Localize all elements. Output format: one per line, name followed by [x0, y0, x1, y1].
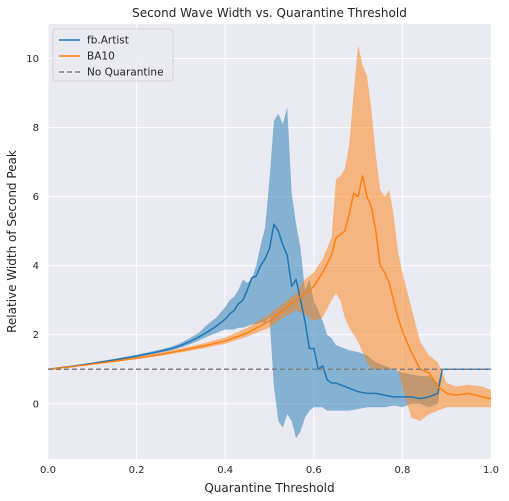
y-tick-label: 10 — [26, 54, 39, 65]
tick-labels: 0.0 0.2 0.4 0.6 0.8 1.0 0 2 4 6 8 10 — [26, 54, 499, 476]
band-ba10 — [48, 44, 491, 422]
y-axis-label: Relative Width of Second Peak — [5, 150, 19, 333]
band-fb-artist — [48, 106, 491, 439]
x-tick-label: 0.2 — [129, 465, 145, 476]
legend-label: No Quarantine — [87, 67, 164, 79]
legend-box — [52, 28, 174, 82]
legend: fb.Artist BA10 No Quarantine — [52, 28, 174, 82]
chart-title: Second Wave Width vs. Quarantine Thresho… — [132, 6, 407, 20]
x-tick-label: 0.4 — [217, 465, 233, 476]
y-tick-label: 0 — [33, 399, 39, 410]
x-axis-label: Quarantine Threshold — [204, 481, 334, 495]
line-fb-artist — [47, 223, 491, 400]
legend-label: fb.Artist — [87, 35, 129, 47]
series-lines — [47, 175, 492, 400]
y-tick-label: 6 — [33, 192, 39, 203]
x-tick-label: 0.6 — [306, 465, 322, 476]
legend-label: BA10 — [87, 51, 115, 63]
confidence-bands — [48, 44, 491, 439]
y-tick-label: 2 — [33, 330, 39, 341]
y-tick-label: 8 — [33, 123, 39, 134]
x-tick-label: 0.8 — [394, 465, 410, 476]
y-tick-label: 4 — [33, 261, 39, 272]
x-tick-label: 0.0 — [40, 465, 56, 476]
x-tick-label: 1.0 — [483, 465, 499, 476]
line-ba10 — [47, 175, 492, 400]
